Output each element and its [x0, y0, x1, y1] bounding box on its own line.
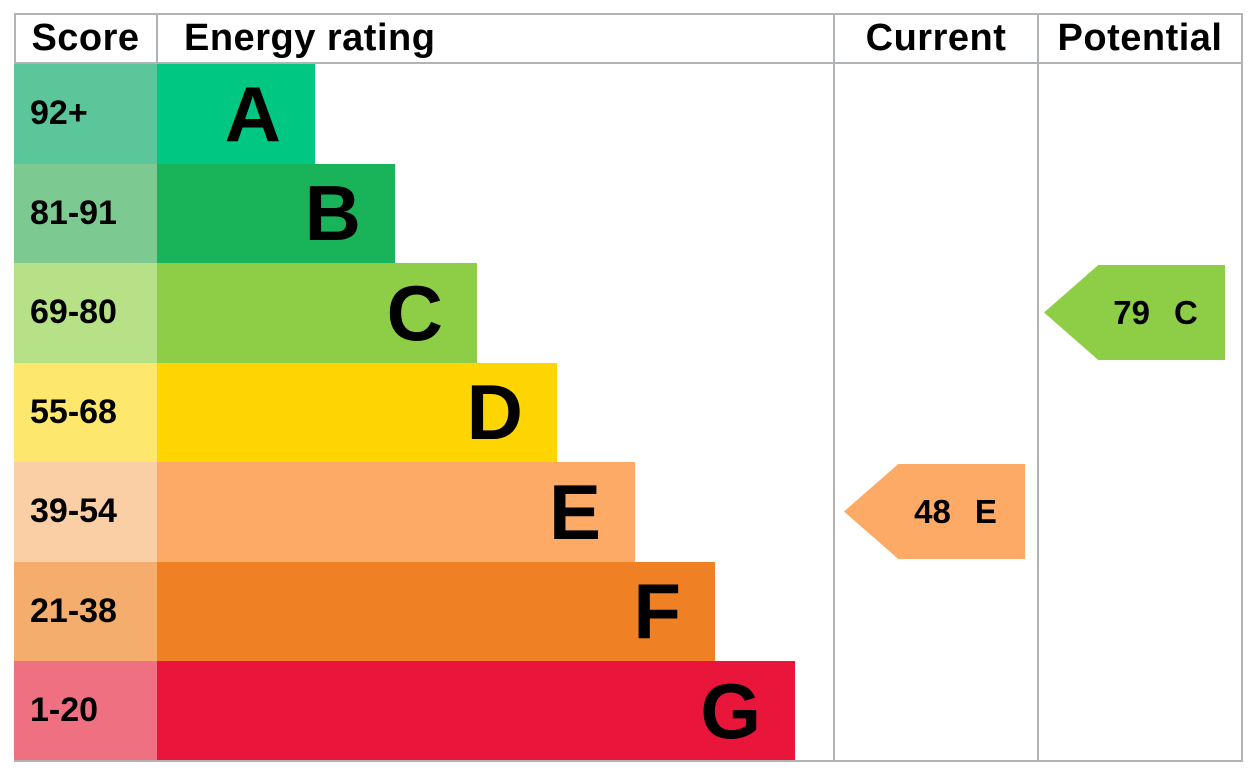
grid-line-top: [14, 13, 1243, 15]
potential-band-letter: C: [1173, 293, 1198, 331]
score-range-e: 39-54: [14, 462, 157, 562]
band-row-b: 81-91 B: [14, 163, 833, 263]
rating-bar-g: G: [157, 661, 795, 761]
grid-line-right: [1241, 13, 1243, 762]
score-range-c: 69-80: [14, 263, 157, 363]
grid-line-score-divider: [156, 13, 158, 64]
epc-rating-chart: Score Energy rating Current Potential 92…: [14, 13, 1243, 762]
grid-line-bottom: [14, 760, 1243, 762]
score-range-b: 81-91: [14, 163, 157, 263]
band-row-e: 39-54 E: [14, 462, 833, 562]
band-row-a: 92+ A: [14, 64, 833, 164]
grid-line-left: [14, 13, 16, 64]
band-row-c: 69-80 C: [14, 263, 833, 363]
energy-rating-header: Energy rating: [184, 17, 436, 59]
current-band-letter: E: [974, 492, 997, 530]
potential-rating-arrow: 79 C: [1044, 265, 1225, 360]
score-range-f: 21-38: [14, 561, 157, 661]
grid-line-header-bottom: [14, 62, 1243, 64]
score-header: Score: [31, 17, 140, 59]
current-rating-arrow: 48 E: [844, 464, 1025, 559]
potential-header: Potential: [1057, 17, 1223, 59]
band-row-g: 1-20 G: [14, 661, 833, 761]
current-header: Current: [865, 17, 1007, 59]
rating-bands: 92+ A 81-91 B 69-80 C 55-68 D 39-54 E 21-38 F 1-20 G: [14, 64, 833, 761]
score-range-a: 92+: [14, 64, 157, 164]
rating-bar-b: B: [157, 163, 395, 263]
rating-bar-d: D: [157, 362, 557, 462]
potential-score-value: 79: [1113, 293, 1150, 331]
band-row-d: 55-68 D: [14, 362, 833, 462]
rating-bar-c: C: [157, 263, 477, 363]
rating-bar-e: E: [157, 462, 635, 562]
current-score-value: 48: [914, 492, 951, 530]
rating-bar-a: A: [157, 64, 315, 164]
grid-line-current-divider: [833, 13, 835, 762]
rating-bar-f: F: [157, 561, 715, 661]
grid-line-potential-divider: [1037, 13, 1039, 762]
score-range-g: 1-20: [14, 661, 157, 761]
band-row-f: 21-38 F: [14, 561, 833, 661]
score-range-d: 55-68: [14, 362, 157, 462]
